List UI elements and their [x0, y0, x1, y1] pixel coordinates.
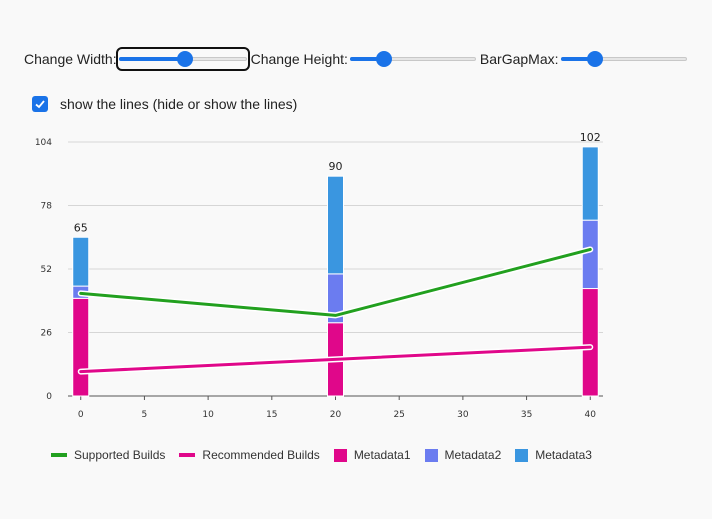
recommended-line — [79, 345, 592, 374]
legend-swatch-supported — [51, 453, 67, 457]
legend-item-metadata2[interactable]: Metadata2 — [424, 448, 502, 462]
x-tick-label: 30 — [457, 410, 469, 420]
height-slider-fill — [349, 57, 384, 61]
height-slider-thumb[interactable] — [375, 51, 392, 67]
x-tick-label: 0 — [78, 410, 84, 420]
y-tick-label: 52 — [41, 265, 52, 275]
height-slider[interactable] — [349, 50, 476, 68]
legend-label-recommended: Recommended Builds — [202, 448, 320, 462]
legend-item-supported[interactable]: Supported Builds — [51, 448, 165, 462]
x-tick-label: 5 — [142, 410, 148, 420]
legend-label-metadata1: Metadata1 — [353, 448, 411, 462]
legend-item-metadata1[interactable]: Metadata1 — [333, 448, 411, 462]
show-lines-checkbox[interactable] — [32, 96, 48, 112]
width-slider-thumb[interactable] — [176, 51, 193, 67]
legend-swatch-metadata3 — [515, 448, 529, 462]
bar-metadata2 — [581, 219, 599, 290]
show-lines-toggle[interactable]: show the lines (hide or show the lines) — [32, 96, 297, 112]
bar-metadata3 — [327, 175, 344, 275]
height-label: Change Height: — [250, 51, 348, 67]
x-tick-label: 20 — [330, 410, 342, 420]
bar-total-label: 102 — [580, 131, 601, 144]
y-tick-label: 78 — [41, 202, 53, 212]
y-tick-label: 0 — [46, 392, 52, 402]
x-tick-label: 10 — [202, 410, 214, 420]
bar-metadata1 — [581, 288, 599, 397]
legend-item-recommended[interactable]: Recommended Builds — [179, 448, 320, 462]
gap-slider[interactable] — [560, 50, 687, 68]
checkmark-icon — [35, 100, 45, 109]
legend-swatch-recommended — [179, 453, 196, 457]
width-label: Change Width: — [24, 51, 117, 67]
bar-total-label: 65 — [74, 221, 88, 234]
bar-total-label: 90 — [329, 160, 343, 173]
x-tick-label: 40 — [585, 410, 597, 420]
bar-metadata3 — [581, 146, 599, 221]
width-slider[interactable] — [115, 47, 250, 71]
gap-label: BarGapMax: — [479, 51, 559, 67]
legend-item-metadata3[interactable]: Metadata3 — [515, 448, 592, 462]
legend-label-metadata2: Metadata2 — [444, 448, 502, 462]
gap-slider-thumb[interactable] — [586, 51, 603, 67]
y-tick-label: 104 — [35, 138, 52, 148]
legend-label-metadata3: Metadata3 — [535, 448, 592, 462]
legend-label-supported: Supported Builds — [74, 448, 166, 462]
supported-line — [79, 247, 592, 317]
legend: Supported Builds Recommended Builds Meta… — [51, 448, 606, 462]
legend-swatch-metadata1 — [333, 448, 347, 462]
gap-slider-fill — [560, 57, 595, 61]
x-tick-label: 25 — [393, 410, 404, 420]
bar-metadata1 — [72, 297, 90, 397]
bar-metadata3 — [72, 236, 90, 287]
y-tick-label: 26 — [41, 329, 53, 339]
legend-swatch-metadata2 — [424, 448, 438, 462]
x-tick-label: 15 — [266, 410, 277, 420]
x-tick-label: 35 — [521, 410, 532, 420]
width-slider-fill — [118, 57, 185, 61]
controls-row: Change Width: Change Height: BarGapMax: — [24, 47, 687, 71]
show-lines-label: show the lines (hide or show the lines) — [60, 96, 298, 112]
